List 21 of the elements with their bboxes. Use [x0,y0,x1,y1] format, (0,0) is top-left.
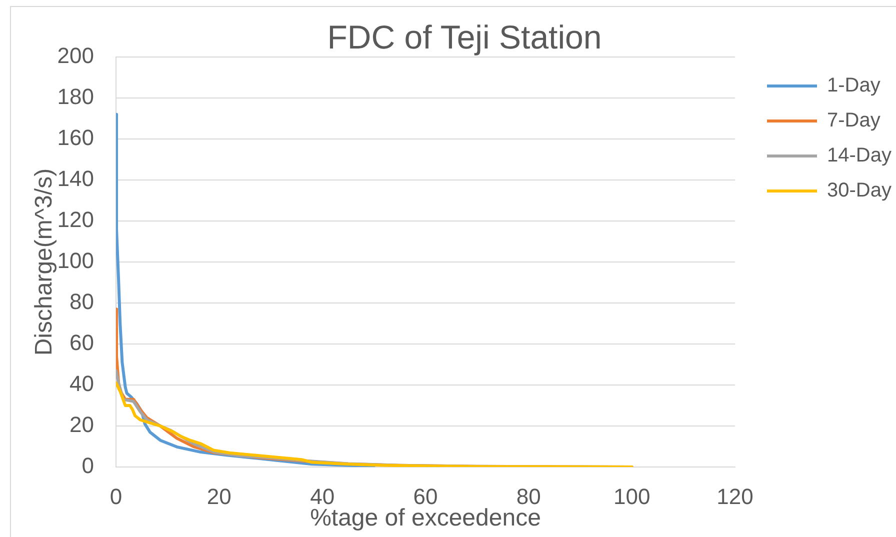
y-tick-label: 120 [57,207,94,232]
legend-label: 1-Day [827,74,880,97]
y-tick-label: 40 [70,371,94,396]
x-tick-label: 100 [613,484,650,510]
legend-label: 30-Day [827,180,892,202]
x-tick-label: 120 [716,484,754,510]
y-axis-title: Discharge(m^3/s) [30,168,58,356]
legend-label: 14-Day [827,144,892,167]
y-tick-label: 100 [57,248,94,274]
chart-title: FDC of Teji Station [327,18,602,56]
y-tick-label: 0 [82,453,94,478]
y-tick-label: 140 [57,166,94,192]
y-tick-label: 60 [70,330,94,356]
y-tick-label: 200 [57,43,94,68]
legend-label: 7-Day [827,110,880,132]
x-tick-label: 20 [206,484,232,510]
y-tick-label: 80 [70,289,94,314]
x-tick-label: 0 [110,484,122,510]
y-tick-label: 180 [57,84,94,110]
y-tick-label: 20 [70,412,94,438]
y-tick-label: 160 [57,125,94,150]
